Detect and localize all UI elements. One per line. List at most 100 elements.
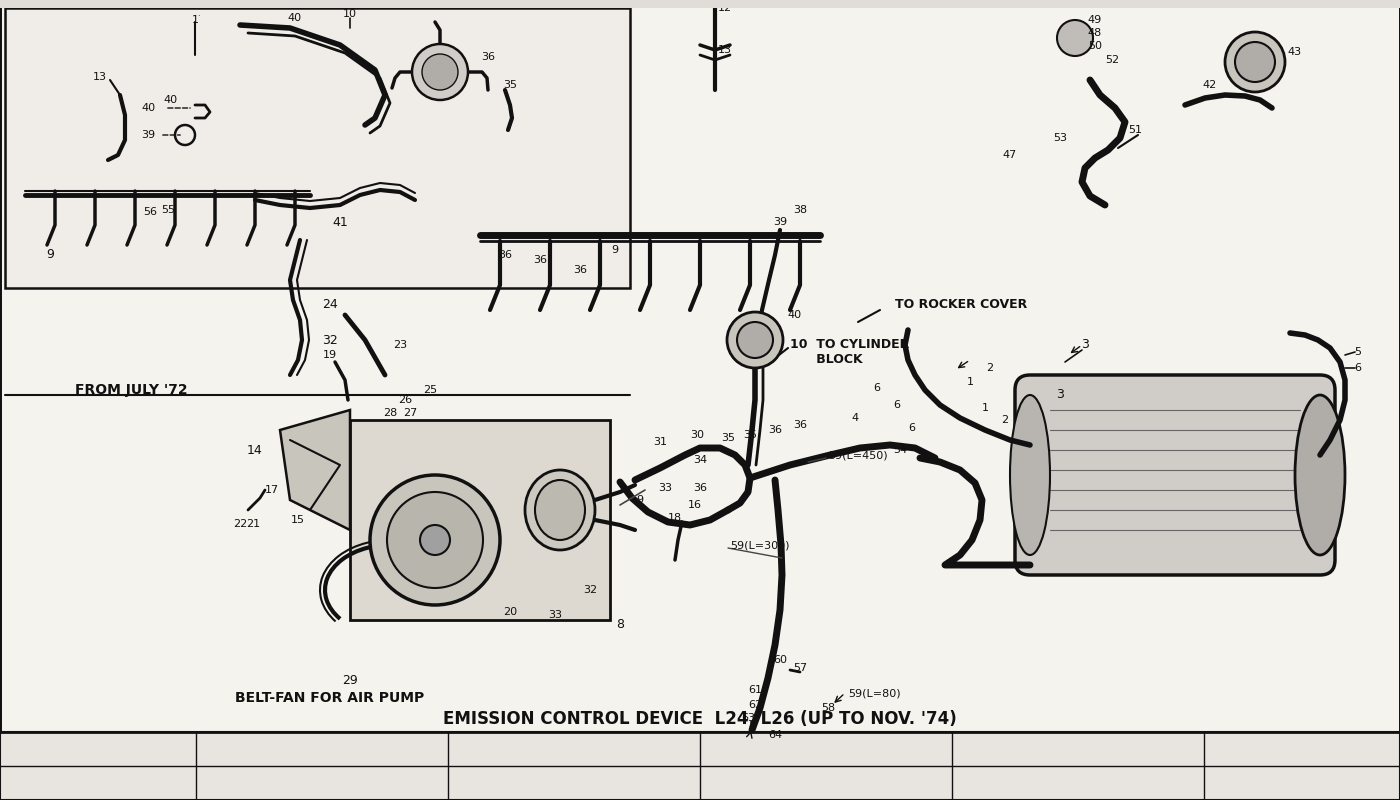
Text: 25: 25 — [423, 385, 437, 395]
Bar — [0, 0, 1400, 8]
Text: 24: 24 — [322, 298, 337, 311]
Text: 1: 1 — [192, 15, 199, 25]
Text: 21: 21 — [246, 519, 260, 529]
Text: 9: 9 — [46, 249, 55, 262]
Text: 39: 39 — [141, 130, 155, 140]
Text: 14: 14 — [248, 443, 263, 457]
Text: 36: 36 — [693, 483, 707, 493]
Ellipse shape — [535, 480, 585, 540]
Text: 33: 33 — [658, 483, 672, 493]
Text: 2: 2 — [1001, 415, 1008, 425]
Text: 10  TO CYLINDER
      BLOCK: 10 TO CYLINDER BLOCK — [790, 338, 909, 366]
Text: 36: 36 — [533, 255, 547, 265]
Circle shape — [386, 492, 483, 588]
Text: FROM JULY '72: FROM JULY '72 — [76, 383, 188, 397]
Text: 28: 28 — [382, 408, 398, 418]
Text: 23: 23 — [393, 340, 407, 350]
Text: 19: 19 — [323, 350, 337, 360]
Text: 38: 38 — [792, 205, 806, 215]
Text: 52: 52 — [1105, 55, 1119, 65]
Text: 60: 60 — [773, 655, 787, 665]
Text: 5: 5 — [1355, 347, 1361, 357]
Text: 27: 27 — [403, 408, 417, 418]
Text: 56: 56 — [143, 207, 157, 217]
Text: 3: 3 — [1056, 389, 1064, 402]
Text: 33: 33 — [547, 610, 561, 620]
Text: 6: 6 — [874, 383, 881, 393]
Text: 58: 58 — [820, 703, 834, 713]
Text: 64: 64 — [769, 730, 783, 740]
Text: 36: 36 — [482, 52, 496, 62]
Text: 35: 35 — [743, 430, 757, 440]
Text: 43: 43 — [1288, 47, 1302, 57]
Circle shape — [1235, 42, 1275, 82]
Bar — [350, 420, 610, 620]
Text: 35: 35 — [503, 80, 517, 90]
Polygon shape — [280, 410, 350, 530]
Text: 2: 2 — [987, 363, 994, 373]
Text: 61: 61 — [748, 685, 762, 695]
Text: 50: 50 — [1088, 41, 1102, 51]
Text: 63: 63 — [741, 713, 755, 723]
Text: 9: 9 — [612, 245, 619, 255]
Text: 6: 6 — [909, 423, 916, 433]
Text: 10: 10 — [343, 9, 357, 19]
Text: 18: 18 — [668, 513, 682, 523]
Text: 54: 54 — [893, 445, 907, 455]
Text: 8: 8 — [616, 618, 624, 631]
Text: 29: 29 — [342, 674, 358, 686]
Ellipse shape — [1009, 395, 1050, 555]
Text: 31: 31 — [652, 437, 666, 447]
Text: 26: 26 — [398, 395, 412, 405]
Text: 15: 15 — [291, 515, 305, 525]
Text: 22: 22 — [232, 519, 248, 529]
Text: 40: 40 — [162, 95, 176, 105]
Ellipse shape — [525, 470, 595, 550]
Circle shape — [420, 525, 449, 555]
Circle shape — [370, 475, 500, 605]
Bar — [6, 8, 630, 288]
Text: 32: 32 — [322, 334, 337, 346]
Text: 36: 36 — [769, 425, 783, 435]
Text: 40: 40 — [288, 13, 302, 23]
Circle shape — [421, 54, 458, 90]
Text: 59(L=300): 59(L=300) — [729, 540, 790, 550]
Text: 1: 1 — [981, 403, 988, 413]
Text: 62: 62 — [748, 700, 762, 710]
FancyBboxPatch shape — [1015, 375, 1336, 575]
Text: 39: 39 — [773, 217, 787, 227]
Text: 13: 13 — [718, 45, 732, 55]
Text: 6: 6 — [893, 400, 900, 410]
Text: 30: 30 — [690, 430, 704, 440]
Text: 55: 55 — [161, 205, 175, 215]
Text: 41: 41 — [332, 215, 347, 229]
Text: 6: 6 — [1355, 363, 1361, 373]
Circle shape — [412, 44, 468, 100]
Circle shape — [1225, 32, 1285, 92]
Text: 59(L=80): 59(L=80) — [848, 688, 900, 698]
Text: 1: 1 — [966, 377, 973, 387]
Text: 53: 53 — [1053, 133, 1067, 143]
Text: 59(L=450): 59(L=450) — [827, 450, 888, 460]
Text: 12: 12 — [718, 3, 732, 13]
Text: 20: 20 — [503, 607, 517, 617]
Text: 36: 36 — [498, 250, 512, 260]
Circle shape — [736, 322, 773, 358]
Text: 40: 40 — [141, 103, 155, 113]
Text: 49: 49 — [1088, 15, 1102, 25]
Ellipse shape — [1295, 395, 1345, 555]
Text: TO ROCKER COVER: TO ROCKER COVER — [895, 298, 1028, 311]
Text: EMISSION CONTROL DEVICE  L24, L26 (UP TO NOV. '74): EMISSION CONTROL DEVICE L24, L26 (UP TO … — [444, 710, 956, 728]
Text: 36: 36 — [573, 265, 587, 275]
Text: 57: 57 — [792, 663, 806, 673]
Text: 42: 42 — [1203, 80, 1217, 90]
Text: 35: 35 — [721, 433, 735, 443]
Text: 47: 47 — [1002, 150, 1018, 160]
Text: 51: 51 — [1128, 125, 1142, 135]
Circle shape — [727, 312, 783, 368]
Text: BELT-FAN FOR AIR PUMP: BELT-FAN FOR AIR PUMP — [235, 691, 424, 705]
Circle shape — [1057, 20, 1093, 56]
Text: 13: 13 — [92, 72, 106, 82]
Text: 9: 9 — [637, 495, 644, 505]
Text: 16: 16 — [687, 500, 701, 510]
